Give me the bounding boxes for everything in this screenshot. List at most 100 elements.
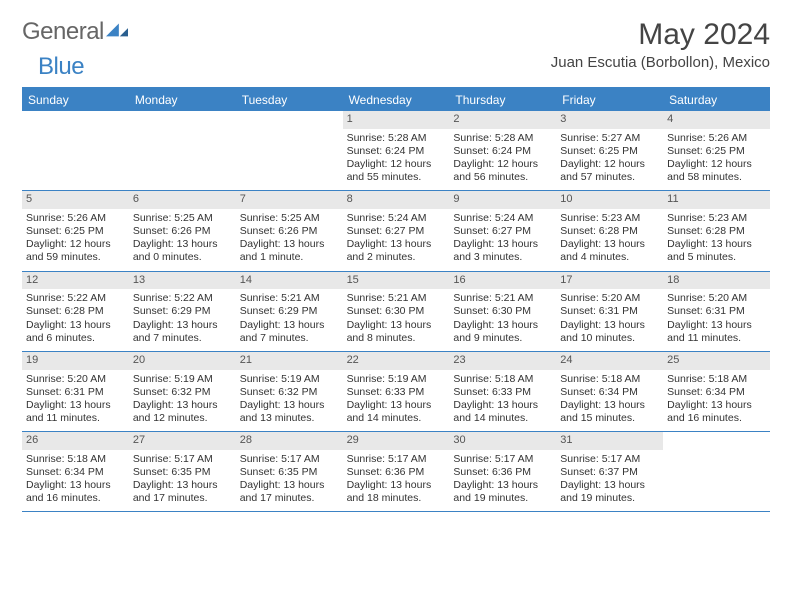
daylight-text: and 13 minutes. <box>240 412 339 425</box>
sunset-text: Sunset: 6:24 PM <box>347 145 446 158</box>
weeks-container: 1Sunrise: 5:28 AMSunset: 6:24 PMDaylight… <box>22 111 770 512</box>
calendar-page: General May 2024 Juan Escutia (Borbollon… <box>0 0 792 530</box>
dow-saturday: Saturday <box>663 89 770 111</box>
day-cell: 6Sunrise: 5:25 AMSunset: 6:26 PMDaylight… <box>129 191 236 270</box>
day-number: 23 <box>449 352 556 370</box>
dow-thursday: Thursday <box>449 89 556 111</box>
sunset-text: Sunset: 6:36 PM <box>453 466 552 479</box>
month-title: May 2024 <box>551 18 770 52</box>
daylight-text: Daylight: 13 hours <box>240 399 339 412</box>
dow-monday: Monday <box>129 89 236 111</box>
sunset-text: Sunset: 6:33 PM <box>453 386 552 399</box>
week-row: 12Sunrise: 5:22 AMSunset: 6:28 PMDayligh… <box>22 272 770 352</box>
daylight-text: and 12 minutes. <box>133 412 232 425</box>
day-number: 11 <box>663 191 770 209</box>
sunrise-text: Sunrise: 5:24 AM <box>453 212 552 225</box>
sunset-text: Sunset: 6:35 PM <box>240 466 339 479</box>
daylight-text: and 3 minutes. <box>453 251 552 264</box>
sunset-text: Sunset: 6:29 PM <box>240 305 339 318</box>
daylight-text: and 5 minutes. <box>667 251 766 264</box>
sunrise-text: Sunrise: 5:20 AM <box>560 292 659 305</box>
day-cell: 8Sunrise: 5:24 AMSunset: 6:27 PMDaylight… <box>343 191 450 270</box>
sunset-text: Sunset: 6:31 PM <box>26 386 125 399</box>
sunrise-text: Sunrise: 5:18 AM <box>560 373 659 386</box>
sunset-text: Sunset: 6:29 PM <box>133 305 232 318</box>
daylight-text: and 0 minutes. <box>133 251 232 264</box>
daylight-text: and 15 minutes. <box>560 412 659 425</box>
day-cell: 20Sunrise: 5:19 AMSunset: 6:32 PMDayligh… <box>129 352 236 431</box>
sunset-text: Sunset: 6:34 PM <box>26 466 125 479</box>
daylight-text: Daylight: 13 hours <box>26 399 125 412</box>
daylight-text: and 7 minutes. <box>133 332 232 345</box>
sunrise-text: Sunrise: 5:19 AM <box>133 373 232 386</box>
sunrise-text: Sunrise: 5:23 AM <box>560 212 659 225</box>
day-cell: 13Sunrise: 5:22 AMSunset: 6:29 PMDayligh… <box>129 272 236 351</box>
daylight-text: and 4 minutes. <box>560 251 659 264</box>
daylight-text: Daylight: 13 hours <box>667 399 766 412</box>
dow-tuesday: Tuesday <box>236 89 343 111</box>
daylight-text: Daylight: 13 hours <box>560 319 659 332</box>
day-number: 22 <box>343 352 450 370</box>
location-text: Juan Escutia (Borbollon), Mexico <box>551 54 770 71</box>
sunrise-text: Sunrise: 5:17 AM <box>133 453 232 466</box>
daylight-text: Daylight: 13 hours <box>347 399 446 412</box>
day-number: 19 <box>22 352 129 370</box>
day-number: 21 <box>236 352 343 370</box>
sunrise-text: Sunrise: 5:18 AM <box>26 453 125 466</box>
sunrise-text: Sunrise: 5:21 AM <box>453 292 552 305</box>
daylight-text: Daylight: 13 hours <box>560 479 659 492</box>
sunrise-text: Sunrise: 5:26 AM <box>26 212 125 225</box>
sunset-text: Sunset: 6:32 PM <box>240 386 339 399</box>
daylight-text: Daylight: 13 hours <box>560 399 659 412</box>
day-number: 3 <box>556 111 663 129</box>
day-cell: 28Sunrise: 5:17 AMSunset: 6:35 PMDayligh… <box>236 432 343 511</box>
day-cell <box>22 111 129 190</box>
week-row: 26Sunrise: 5:18 AMSunset: 6:34 PMDayligh… <box>22 432 770 512</box>
daylight-text: and 1 minute. <box>240 251 339 264</box>
day-cell: 1Sunrise: 5:28 AMSunset: 6:24 PMDaylight… <box>343 111 450 190</box>
day-number: 16 <box>449 272 556 290</box>
day-number: 25 <box>663 352 770 370</box>
day-cell: 14Sunrise: 5:21 AMSunset: 6:29 PMDayligh… <box>236 272 343 351</box>
day-cell: 19Sunrise: 5:20 AMSunset: 6:31 PMDayligh… <box>22 352 129 431</box>
sunrise-text: Sunrise: 5:28 AM <box>347 132 446 145</box>
daylight-text: and 17 minutes. <box>240 492 339 505</box>
sunrise-text: Sunrise: 5:17 AM <box>240 453 339 466</box>
daylight-text: Daylight: 13 hours <box>240 479 339 492</box>
daylight-text: and 11 minutes. <box>26 412 125 425</box>
sunset-text: Sunset: 6:36 PM <box>347 466 446 479</box>
day-cell: 11Sunrise: 5:23 AMSunset: 6:28 PMDayligh… <box>663 191 770 270</box>
daylight-text: Daylight: 13 hours <box>240 319 339 332</box>
day-number: 2 <box>449 111 556 129</box>
sunrise-text: Sunrise: 5:24 AM <box>347 212 446 225</box>
sunrise-text: Sunrise: 5:22 AM <box>26 292 125 305</box>
day-number: 7 <box>236 191 343 209</box>
daylight-text: Daylight: 13 hours <box>453 238 552 251</box>
day-cell: 10Sunrise: 5:23 AMSunset: 6:28 PMDayligh… <box>556 191 663 270</box>
sunset-text: Sunset: 6:28 PM <box>26 305 125 318</box>
logo: General <box>22 18 128 46</box>
daylight-text: and 7 minutes. <box>240 332 339 345</box>
sunset-text: Sunset: 6:26 PM <box>240 225 339 238</box>
day-number: 8 <box>343 191 450 209</box>
day-cell: 22Sunrise: 5:19 AMSunset: 6:33 PMDayligh… <box>343 352 450 431</box>
daylight-text: and 56 minutes. <box>453 171 552 184</box>
sunset-text: Sunset: 6:33 PM <box>347 386 446 399</box>
day-number: 30 <box>449 432 556 450</box>
day-number: 10 <box>556 191 663 209</box>
sunset-text: Sunset: 6:30 PM <box>453 305 552 318</box>
daylight-text: and 16 minutes. <box>26 492 125 505</box>
daylight-text: and 6 minutes. <box>26 332 125 345</box>
daylight-text: and 19 minutes. <box>560 492 659 505</box>
sunrise-text: Sunrise: 5:26 AM <box>667 132 766 145</box>
sunset-text: Sunset: 6:28 PM <box>667 225 766 238</box>
sunset-text: Sunset: 6:32 PM <box>133 386 232 399</box>
day-cell: 12Sunrise: 5:22 AMSunset: 6:28 PMDayligh… <box>22 272 129 351</box>
daylight-text: Daylight: 13 hours <box>667 238 766 251</box>
daylight-text: Daylight: 13 hours <box>347 319 446 332</box>
day-number: 24 <box>556 352 663 370</box>
daylight-text: Daylight: 13 hours <box>347 479 446 492</box>
dow-sunday: Sunday <box>22 89 129 111</box>
daylight-text: Daylight: 13 hours <box>560 238 659 251</box>
daylight-text: and 17 minutes. <box>133 492 232 505</box>
